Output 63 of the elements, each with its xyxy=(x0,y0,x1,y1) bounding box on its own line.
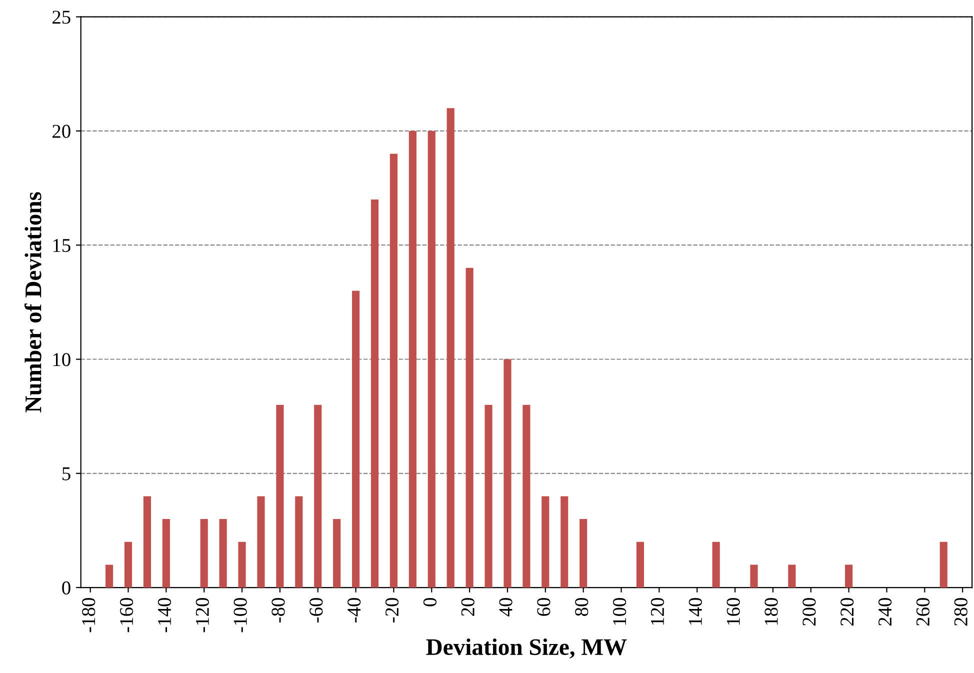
bar xyxy=(788,564,796,588)
x-tick-label: -40 xyxy=(348,598,361,622)
x-tick-label: -160 xyxy=(120,598,134,632)
bar xyxy=(845,564,853,588)
x-tick-label: -140 xyxy=(158,598,172,632)
x-tick-label: 220 xyxy=(840,598,854,626)
bar xyxy=(390,154,398,588)
bar xyxy=(466,268,474,588)
x-tick-label: 280 xyxy=(954,598,968,626)
bar xyxy=(408,130,416,588)
y-tick-label: 0 xyxy=(62,581,70,594)
x-tick-label: 260 xyxy=(916,598,930,626)
bar xyxy=(484,404,492,588)
x-tick-label: 140 xyxy=(688,598,702,625)
bar xyxy=(428,130,436,588)
x-tick-label: 100 xyxy=(613,598,626,625)
bar xyxy=(352,290,360,588)
x-tick-label: -20 xyxy=(385,598,399,622)
bar xyxy=(276,404,284,588)
bar xyxy=(143,496,151,588)
bar xyxy=(522,404,530,588)
bar xyxy=(580,519,588,588)
x-tick-label: -180 xyxy=(82,598,96,632)
bar xyxy=(200,519,208,588)
x-tick-label: 40 xyxy=(499,598,512,616)
bar xyxy=(238,542,246,588)
x-tick-label: -80 xyxy=(272,598,285,622)
x-tick-label: 60 xyxy=(537,598,550,616)
x-tick-label: 80 xyxy=(575,598,588,616)
y-tick-label: 25 xyxy=(52,10,70,24)
bar xyxy=(295,496,303,588)
bar xyxy=(940,542,948,588)
y-axis-title: Number of Deviations xyxy=(24,192,42,412)
bar xyxy=(636,542,644,588)
bar xyxy=(560,496,568,588)
y-tick-label: 15 xyxy=(53,239,70,252)
bar xyxy=(162,519,170,588)
x-tick-label: -120 xyxy=(196,598,209,632)
x-tick-label: 120 xyxy=(650,598,664,625)
x-tick-label: 180 xyxy=(764,598,778,625)
y-tick-label: 10 xyxy=(53,353,70,366)
x-axis-title: Deviation Size, MW xyxy=(426,638,627,658)
y-tick-label: 20 xyxy=(52,124,70,138)
bar xyxy=(219,519,227,588)
y-tick-label: 5 xyxy=(62,467,70,480)
x-tick-label: -100 xyxy=(234,598,247,632)
x-tick-label: -60 xyxy=(310,598,323,622)
bar xyxy=(257,496,265,588)
x-tick-label: 160 xyxy=(726,598,740,625)
bar xyxy=(124,542,132,588)
bar xyxy=(712,542,720,588)
bar xyxy=(105,564,114,588)
bar xyxy=(314,404,322,588)
x-tick-label: 200 xyxy=(802,598,816,626)
bar xyxy=(333,519,341,588)
x-tick-label: 20 xyxy=(461,598,474,616)
bar xyxy=(370,199,379,588)
bar xyxy=(504,359,512,588)
bar xyxy=(542,496,550,588)
x-tick-label: 240 xyxy=(878,598,892,626)
bar xyxy=(446,108,454,588)
bar xyxy=(750,564,758,588)
x-tick-label: 0 xyxy=(423,598,437,606)
